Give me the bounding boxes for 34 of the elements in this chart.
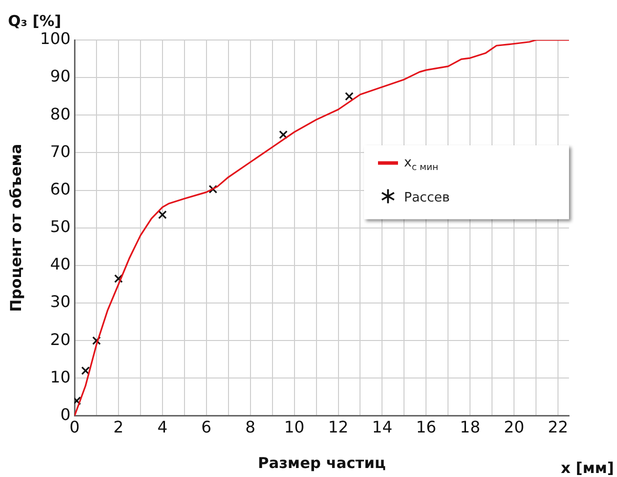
x-tick-label: 10 <box>284 418 304 437</box>
x-tick-label: 14 <box>372 418 392 437</box>
x-tick-label: 16 <box>416 418 436 437</box>
y-tick-label: 80 <box>50 104 71 124</box>
y-tick-label: 40 <box>50 254 71 274</box>
point <box>158 210 167 220</box>
x-tick-label: 4 <box>157 418 168 437</box>
point <box>114 274 123 283</box>
x-tick-label: 18 <box>460 418 480 437</box>
legend-label: Рассев <box>404 190 450 206</box>
x-tick-label: 8 <box>245 418 256 437</box>
point <box>344 92 354 101</box>
y-tick-label: 30 <box>50 292 71 312</box>
y-tick-label: 10 <box>50 367 71 386</box>
y-tick-label: 70 <box>50 142 71 161</box>
text: Q₃ [%] <box>8 12 62 30</box>
y-tick-label: 50 <box>50 217 71 236</box>
point <box>92 336 101 345</box>
x-tick-label: 22 <box>548 418 568 437</box>
x-tick-label: 20 <box>504 418 524 437</box>
x-tick-label: 6 <box>201 418 212 437</box>
y-axis-title: Процент от объема <box>6 144 25 312</box>
x-tick-label: 2 <box>113 418 124 437</box>
point <box>208 184 218 194</box>
text: x [мм] <box>560 458 614 477</box>
y-tick-label: 0 <box>60 404 71 424</box>
y-tick-label: 100 <box>40 29 71 48</box>
x-tick-label: 12 <box>328 418 348 437</box>
point <box>81 366 90 376</box>
y-tick-label: 60 <box>50 179 71 198</box>
y-tick-label: 20 <box>50 330 71 349</box>
point <box>278 130 288 140</box>
x-axis-title: Размер частиц <box>258 454 386 472</box>
y-tick-label: 90 <box>50 66 71 86</box>
